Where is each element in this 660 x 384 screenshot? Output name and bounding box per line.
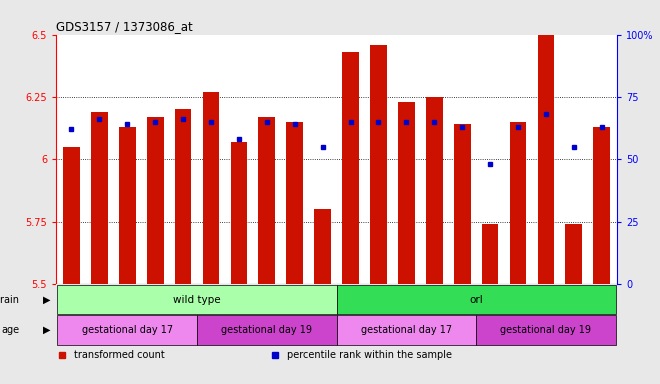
Text: percentile rank within the sample: percentile rank within the sample — [287, 350, 452, 360]
Bar — [91, 112, 108, 284]
Text: transformed count: transformed count — [74, 350, 165, 360]
Text: gestational day 17: gestational day 17 — [82, 325, 173, 335]
Bar — [314, 209, 331, 284]
Bar — [537, 35, 554, 284]
Text: orl: orl — [469, 295, 483, 305]
Bar — [203, 92, 219, 284]
Bar — [175, 109, 191, 284]
Bar — [147, 117, 164, 284]
Text: age: age — [1, 325, 20, 335]
Bar — [119, 127, 136, 284]
Text: GDS3157 / 1373086_at: GDS3157 / 1373086_at — [56, 20, 193, 33]
Text: strain: strain — [0, 295, 20, 305]
Text: ▶: ▶ — [43, 295, 50, 305]
Bar — [510, 122, 527, 284]
Bar — [286, 122, 303, 284]
Text: gestational day 17: gestational day 17 — [361, 325, 452, 335]
Bar — [476, 316, 616, 345]
Bar — [426, 97, 443, 284]
Bar — [57, 285, 337, 314]
Text: ▶: ▶ — [43, 325, 50, 335]
Bar — [482, 224, 498, 284]
Text: gestational day 19: gestational day 19 — [500, 325, 591, 335]
Bar — [63, 147, 80, 284]
Bar — [230, 142, 248, 284]
Bar — [197, 316, 337, 345]
Bar — [398, 102, 414, 284]
Bar — [566, 224, 582, 284]
Bar — [259, 117, 275, 284]
Bar — [337, 316, 476, 345]
Text: wild type: wild type — [173, 295, 221, 305]
Text: gestational day 19: gestational day 19 — [221, 325, 312, 335]
Bar — [454, 124, 471, 284]
Bar — [57, 316, 197, 345]
Bar — [337, 285, 616, 314]
Bar — [593, 127, 610, 284]
Bar — [370, 45, 387, 284]
Bar — [342, 52, 359, 284]
